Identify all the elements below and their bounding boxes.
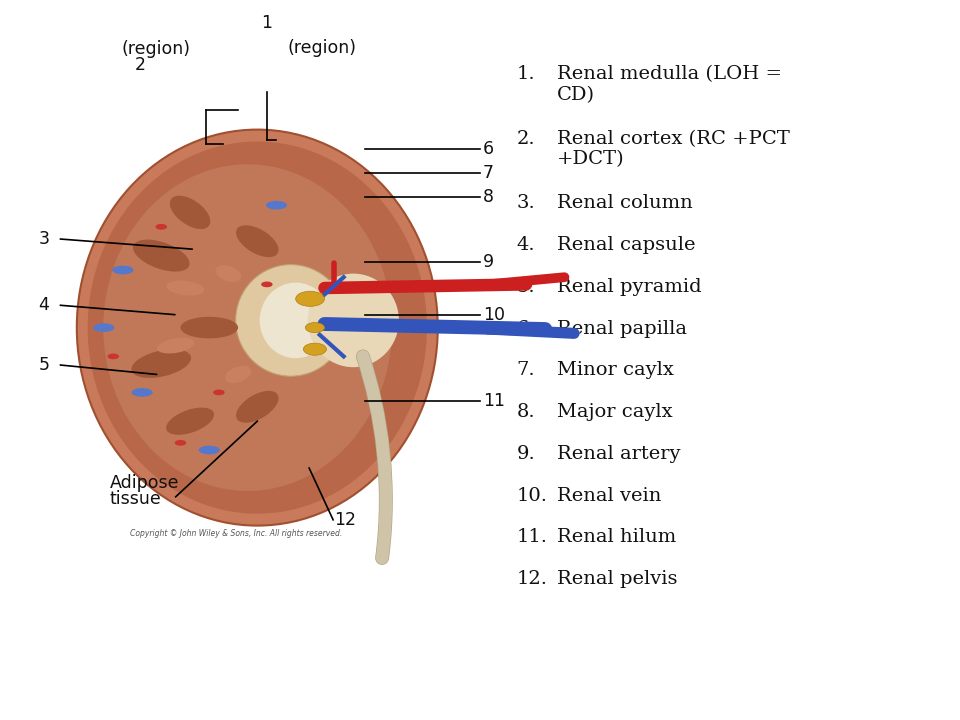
Ellipse shape [157,338,194,354]
Text: 12.: 12. [516,570,547,588]
Text: 2: 2 [134,56,146,74]
Text: Adipose: Adipose [109,474,179,492]
Ellipse shape [132,349,191,378]
Ellipse shape [104,164,392,491]
Text: 4: 4 [38,297,49,314]
Ellipse shape [180,317,238,338]
Ellipse shape [133,240,189,271]
Ellipse shape [166,281,204,295]
Text: 1: 1 [261,14,273,32]
Text: Renal column: Renal column [557,194,692,212]
Text: 8.: 8. [516,403,535,421]
Ellipse shape [87,141,427,514]
Ellipse shape [266,201,287,210]
Ellipse shape [112,266,133,274]
Text: Copyright © John Wiley & Sons, Inc. All rights reserved.: Copyright © John Wiley & Sons, Inc. All … [130,528,342,538]
Text: 4.: 4. [516,236,535,254]
Text: Renal capsule: Renal capsule [557,236,695,254]
Text: (region): (region) [287,39,356,57]
Ellipse shape [236,391,278,423]
Text: Renal papilla: Renal papilla [557,320,686,338]
Text: Renal cortex (RC +PCT
+DCT): Renal cortex (RC +PCT +DCT) [557,130,790,168]
Ellipse shape [307,274,399,367]
Ellipse shape [215,265,242,282]
Text: 5: 5 [38,356,49,374]
Text: Renal medulla (LOH =
CD): Renal medulla (LOH = CD) [557,65,781,104]
Text: 1.: 1. [516,65,535,83]
Text: 6: 6 [483,140,494,158]
Text: Renal pyramid: Renal pyramid [557,278,702,296]
Ellipse shape [156,224,167,230]
Ellipse shape [108,354,119,359]
Text: 11: 11 [483,392,505,410]
Ellipse shape [236,264,347,376]
Text: Major caylx: Major caylx [557,403,672,421]
Ellipse shape [296,291,324,306]
Text: 9.: 9. [516,445,536,463]
Text: 7.: 7. [516,361,535,379]
Text: (region): (region) [122,40,191,58]
Ellipse shape [93,323,114,332]
Ellipse shape [132,388,153,397]
Ellipse shape [170,196,210,229]
Ellipse shape [236,225,278,257]
Ellipse shape [213,390,225,395]
Text: Minor caylx: Minor caylx [557,361,674,379]
Text: Renal pelvis: Renal pelvis [557,570,678,588]
Text: 10: 10 [483,306,505,324]
Ellipse shape [225,366,252,383]
Text: 3: 3 [38,230,49,248]
Text: 10.: 10. [516,487,547,505]
Ellipse shape [199,446,220,454]
Ellipse shape [259,282,332,358]
Text: 11.: 11. [516,528,547,546]
Text: tissue: tissue [109,490,161,508]
Text: 7: 7 [483,163,493,181]
Text: Renal hilum: Renal hilum [557,528,676,546]
Text: 2.: 2. [516,130,535,148]
Text: 3.: 3. [516,194,536,212]
Ellipse shape [303,343,326,355]
Text: 5.: 5. [516,278,535,296]
Ellipse shape [166,408,214,435]
Ellipse shape [77,130,438,526]
Text: 12: 12 [334,511,356,528]
Text: 8: 8 [483,188,493,206]
Text: Renal artery: Renal artery [557,445,681,463]
Text: Renal vein: Renal vein [557,487,661,505]
Text: 9: 9 [483,253,494,271]
Text: 6.: 6. [516,320,535,338]
Ellipse shape [175,440,186,446]
Ellipse shape [261,282,273,287]
Ellipse shape [305,323,324,333]
